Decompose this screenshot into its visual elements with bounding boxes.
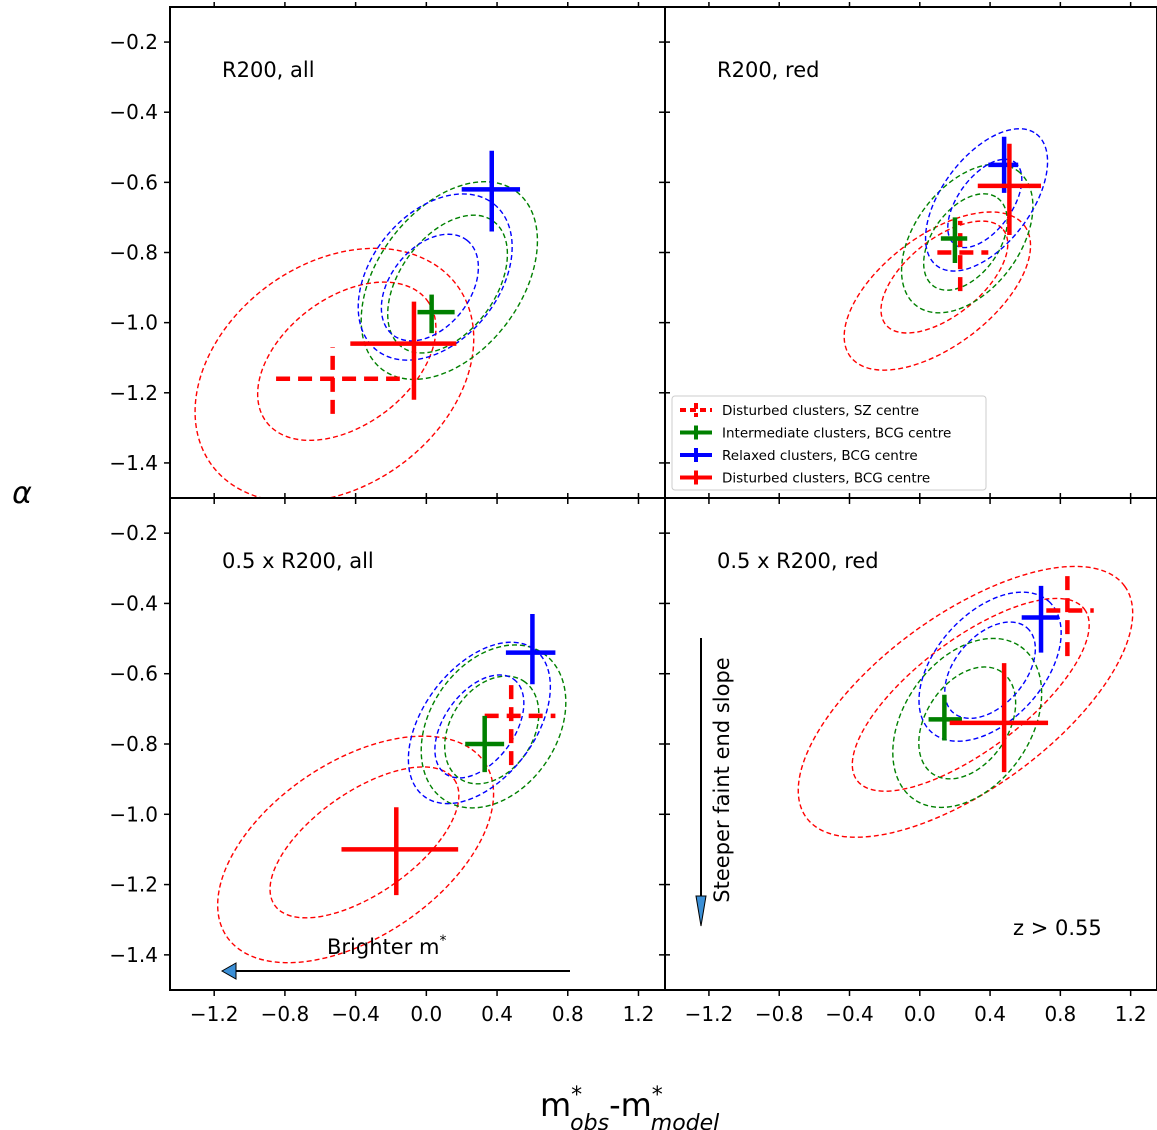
contour-ellipse [924,128,1049,272]
x-tick-label: 0.8 [552,1002,584,1026]
panels-group: −0.2 −0.4 −0.6 −0.8 −1.0 −1.2 −1.4 R200, all R20… [109,2,1157,1026]
errorbar-point [484,677,556,766]
errorbar-point [949,663,1049,773]
x-axis-title: m* obs-m* model [540,1083,719,1130]
y-tick-label: −1.0 [109,311,158,335]
panel-title: R200, red [717,58,819,82]
contour-ellipse [843,211,1032,371]
x-tick-label: −0.8 [755,1002,804,1026]
contour-ellipse [444,675,540,785]
contour-ellipse [269,766,460,919]
contour-ellipse [380,233,480,342]
x-tick-label: −1.2 [685,1002,734,1026]
redshift-note: z > 0.55 [1013,916,1102,940]
brighter-arrow-label: Brighter m* [327,933,446,959]
x-tick-label: 0.4 [481,1002,513,1026]
y-axis-title: α [12,476,32,511]
errorbar-point [505,613,556,685]
x-tick-label: 0.0 [904,1002,936,1026]
legend-entries: Disturbed clusters, SZ centre Intermediat… [680,403,951,487]
contour-ellipse [194,247,475,498]
y-tick-label: −0.6 [109,170,158,194]
legend-label: Disturbed clusters, SZ centre [722,403,919,419]
errorbar-point [341,807,459,896]
legend-entry: Relaxed clusters, BCG centre [680,448,918,464]
brighter-arrow: Brighter m* [220,933,570,980]
y-tick-label: −0.4 [109,591,158,615]
x-tick-label: 1.2 [1115,1002,1147,1026]
contour-ellipse [892,637,1043,809]
y-tick-label: −0.2 [109,521,158,545]
contour-ellipse [947,158,1023,249]
y-tick-label: −1.0 [109,802,158,826]
y-tick-label: −1.2 [109,873,158,897]
y-tick-label: −0.8 [109,732,158,756]
y-tick-label: −0.2 [109,30,158,54]
y-tick-label: −0.6 [109,662,158,686]
x-tick-label: −1.2 [190,1002,239,1026]
errorbar-point [937,220,989,292]
legend-label: Disturbed clusters, BCG centre [722,471,930,487]
contour-ellipse [407,641,552,805]
panel-4: −1.2 −0.8 −0.4 0.0 0.4 0.8 1.2 0.5 x R200, red [659,493,1157,1026]
errorbar-point [928,694,962,741]
legend-label: Relaxed clusters, BCG centre [722,448,918,464]
steeper-arrow-head [695,895,707,927]
contour-ellipse [944,621,1037,720]
contour-ellipse [918,591,1062,742]
errorbar-point [417,294,455,334]
errorbar-point [988,136,1019,193]
y-tick-label: −1.4 [109,451,158,475]
panel-title: 0.5 x R200, all [222,549,374,573]
y-tick-label: −0.8 [109,241,158,265]
errorbar-point [276,347,400,414]
y-tick-label: −1.2 [109,381,158,405]
x-tick-label: −0.4 [825,1002,874,1026]
steeper-arrow-label: Steeper faint end slope [710,657,734,902]
contour-ellipse [918,666,1017,780]
errorbar-point [350,301,457,400]
contour-ellipse [357,193,513,361]
y-tick-label: −0.4 [109,100,158,124]
errorbar-point [461,150,521,232]
x-tick-label: 0.8 [1044,1002,1076,1026]
panel-title: R200, all [222,58,315,82]
brighter-arrow-head [220,962,237,980]
y-tick-label: −1.4 [109,943,158,967]
contour-ellipse [922,193,1008,291]
legend: Disturbed clusters, SZ centre Intermediat… [671,395,987,491]
legend-label: Intermediate clusters, BCG centre [722,426,951,442]
panel-title: 0.5 x R200, red [717,549,879,573]
errorbar-point [1046,568,1094,657]
x-tick-label: −0.8 [261,1002,310,1026]
x-tick-label: 0.0 [410,1002,442,1026]
errorbar-point [465,715,505,773]
x-tick-label: 0.4 [974,1002,1006,1026]
panel-1: −0.2 −0.4 −0.6 −0.8 −1.0 −1.2 −1.4 R200, all [109,2,670,504]
contour-ellipse [797,565,1134,838]
errorbar-point [977,143,1042,235]
x-tick-label: −0.4 [331,1002,380,1026]
legend-entry: Disturbed clusters, SZ centre [680,403,919,419]
contour-ellipse [256,281,437,442]
contour-ellipse [880,220,1009,334]
errorbar-point [940,217,968,264]
contour-ellipse [900,163,1034,314]
errorbar-point [1021,585,1059,653]
contours [194,181,539,498]
steeper-arrow: Steeper faint end slope [695,638,734,927]
legend-entry: Disturbed clusters, BCG centre [680,470,930,487]
contour-ellipse [851,597,1090,792]
legend-box [671,395,987,491]
x-tick-label: 1.2 [623,1002,655,1026]
contour-ellipse [434,674,525,779]
legend-entry: Intermediate clusters, BCG centre [680,425,951,442]
